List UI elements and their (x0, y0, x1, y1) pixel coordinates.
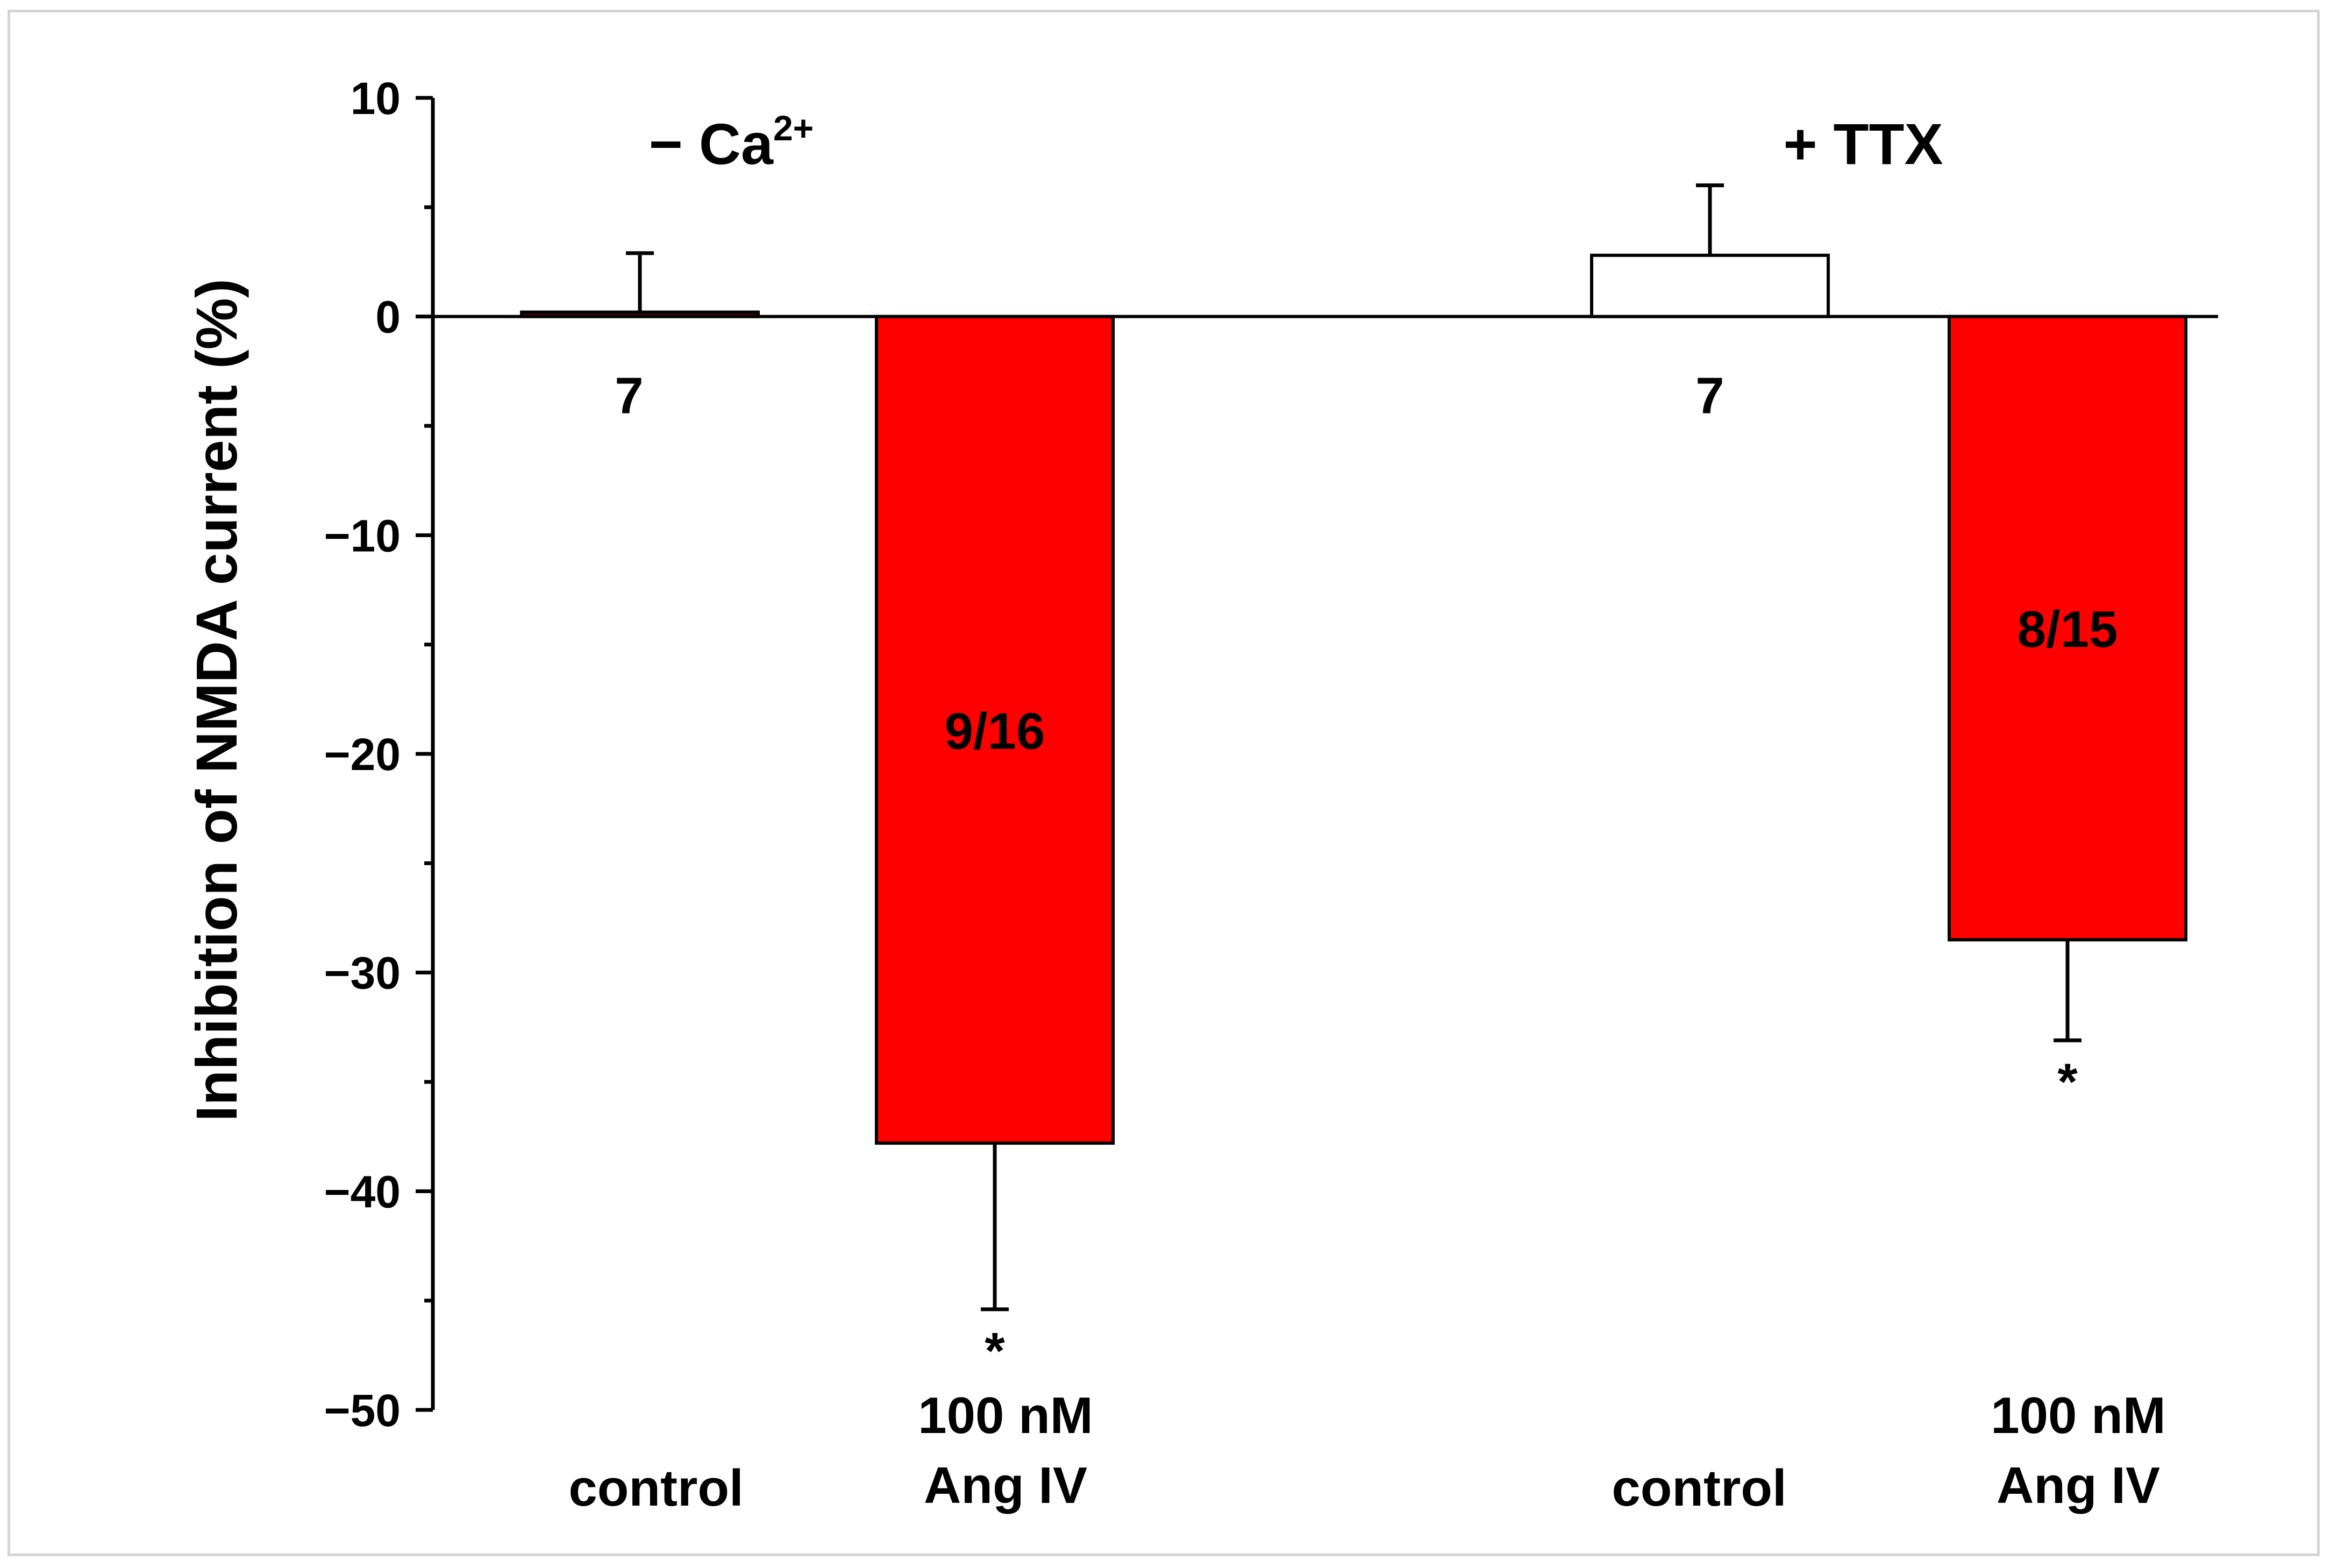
y-tick-label: −50 (324, 1385, 401, 1436)
y-tick-label: −30 (324, 948, 401, 999)
category-label: 100 nM (918, 1387, 1093, 1444)
panel-label: − Ca2+ (649, 108, 814, 176)
y-tick-label: −20 (324, 729, 401, 780)
category-label: control (568, 1459, 743, 1517)
bar-2-2 (1948, 315, 2187, 942)
bar-2-1 (1590, 253, 1830, 318)
bar-1-2 (875, 315, 1115, 1145)
bars (520, 183, 2187, 1312)
category-label: Ang IV (924, 1457, 1087, 1514)
n-label: 9/16 (945, 702, 1045, 760)
n-label: 7 (1695, 367, 1724, 425)
category-label: Ang IV (1997, 1457, 2160, 1514)
y-tick-label: 10 (351, 73, 401, 124)
n-label: 8/15 (2018, 601, 2118, 658)
bar-1-1 (520, 310, 760, 318)
significance-marker: * (2057, 1053, 2078, 1111)
panel-label: + TTX (1783, 111, 1943, 176)
labels: − Ca2+ 7 control 9/16 * 100 nM Ang IV + TTX 7 con… (568, 108, 2165, 1517)
figure-frame (8, 10, 2320, 1556)
y-tick-label: 0 (375, 292, 401, 343)
n-label: 7 (615, 367, 643, 425)
y-tick-label: −40 (324, 1166, 401, 1217)
significance-marker: * (985, 1322, 1005, 1380)
category-label: 100 nM (1991, 1387, 2165, 1444)
category-label: control (1612, 1459, 1786, 1517)
y-axis-label: Inhibition of NMDA current (%) (184, 279, 249, 1122)
y-axis: 10 0 −10 −20 −30 −40 −50 Inhibition of NMDA cur… (184, 73, 2218, 1436)
y-tick-label: −10 (324, 510, 401, 561)
